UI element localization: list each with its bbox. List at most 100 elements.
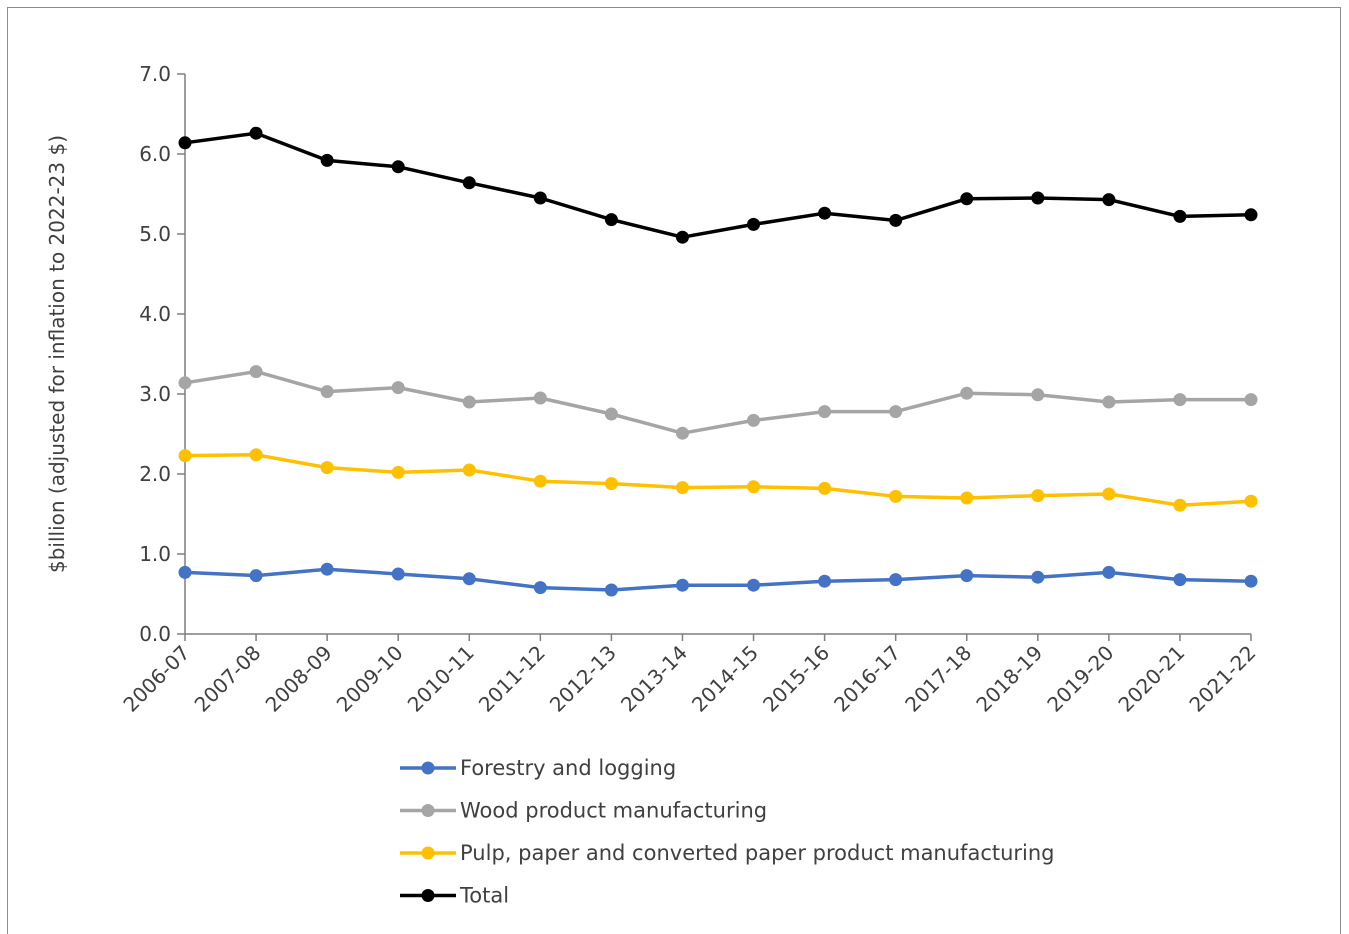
x-tick-label: 2012-13 <box>545 641 621 717</box>
legend-item: Forestry and logging <box>400 756 676 780</box>
y-tick-label: 6.0 <box>139 142 171 166</box>
data-point <box>249 448 263 462</box>
data-point <box>604 407 618 421</box>
data-point <box>818 481 832 495</box>
data-point <box>391 160 405 174</box>
data-point <box>533 191 547 205</box>
data-point <box>249 365 263 379</box>
data-point <box>604 583 618 597</box>
data-point <box>320 385 334 399</box>
legend: Forestry and logging Wood product manufac… <box>400 756 1055 908</box>
data-point <box>178 376 192 390</box>
data-point <box>960 386 974 400</box>
data-point <box>675 426 689 440</box>
data-point <box>391 465 405 479</box>
series-line <box>184 131 1252 239</box>
data-point <box>1102 565 1116 579</box>
legend-marker <box>421 889 435 902</box>
data-point <box>249 126 263 140</box>
data-point <box>889 405 903 419</box>
data-point <box>1244 208 1258 222</box>
legend-item: Wood product manufacturing <box>400 799 767 823</box>
x-tick-label: 2021-22 <box>1184 641 1260 717</box>
data-point <box>818 206 832 220</box>
x-tick-label: 2009-10 <box>332 641 408 717</box>
data-point <box>1244 494 1258 508</box>
data-point <box>1031 570 1045 584</box>
data-point <box>1173 393 1187 407</box>
y-tick-label: 0.0 <box>139 622 171 646</box>
data-point <box>178 136 192 150</box>
data-point <box>462 572 476 586</box>
legend-item: Total <box>400 884 509 908</box>
data-point <box>604 477 618 491</box>
data-point <box>889 213 903 227</box>
data-point <box>1244 393 1258 407</box>
data-point <box>320 153 334 167</box>
y-tick-label: 2.0 <box>139 462 171 486</box>
series-line <box>184 453 1252 507</box>
data-point <box>533 581 547 595</box>
data-point <box>960 192 974 206</box>
x-tick-label: 2006-07 <box>118 641 194 717</box>
chart-frame <box>7 7 1341 934</box>
data-point <box>675 230 689 244</box>
data-point <box>960 491 974 505</box>
data-point <box>889 489 903 503</box>
data-point <box>747 217 761 231</box>
x-tick-label: 2011-12 <box>474 641 550 717</box>
series-line <box>184 567 1252 592</box>
data-point <box>675 578 689 592</box>
data-point <box>178 565 192 579</box>
data-point <box>320 562 334 576</box>
data-point <box>1102 193 1116 207</box>
x-tick-label: 2020-21 <box>1113 641 1189 717</box>
y-axis: 0.0 1.0 2.0 3.0 4.0 5.0 6.0 7.0 <box>139 62 186 646</box>
data-point <box>747 578 761 592</box>
y-tick-label: 4.0 <box>139 302 171 326</box>
data-point <box>1244 574 1258 588</box>
data-point <box>249 569 263 583</box>
data-point <box>1173 209 1187 223</box>
x-tick-label: 2014-15 <box>687 641 763 717</box>
data-point <box>178 449 192 463</box>
legend-label: Pulp, paper and converted paper product … <box>460 841 1055 865</box>
data-point <box>1173 573 1187 587</box>
series-1 <box>178 365 1258 440</box>
data-point <box>391 381 405 395</box>
x-tick-label: 2019-20 <box>1042 641 1118 717</box>
data-point <box>533 391 547 405</box>
x-axis: 2006-072007-082008-092009-102010-112011-… <box>118 633 1261 717</box>
data-point <box>675 481 689 495</box>
x-tick-label: 2015-16 <box>758 641 834 717</box>
legend-marker <box>421 846 435 860</box>
y-tick-label: 1.0 <box>139 542 171 566</box>
data-point <box>604 213 618 227</box>
series-layer <box>178 126 1258 597</box>
legend-label: Total <box>459 884 509 908</box>
y-tick-label: 3.0 <box>139 382 171 406</box>
legend-label: Forestry and logging <box>460 756 676 780</box>
y-tick-label: 7.0 <box>139 62 171 86</box>
series-line <box>184 369 1251 435</box>
x-tick-label: 2018-19 <box>971 641 1047 717</box>
data-point <box>960 569 974 583</box>
x-tick-label: 2016-17 <box>829 641 905 717</box>
x-tick-label: 2008-09 <box>261 641 337 717</box>
x-tick-label: 2017-18 <box>900 641 976 717</box>
data-point <box>1102 487 1116 501</box>
series-3 <box>178 126 1258 244</box>
legend-marker <box>421 804 435 817</box>
data-point <box>391 567 405 581</box>
data-point <box>747 413 761 427</box>
data-point <box>462 395 476 409</box>
x-tick-label: 2013-14 <box>616 641 692 717</box>
data-point <box>1173 498 1187 512</box>
series-0 <box>178 562 1258 597</box>
legend-marker <box>421 761 435 775</box>
legend-label: Wood product manufacturing <box>460 799 767 823</box>
legend-item: Pulp, paper and converted paper product … <box>400 841 1055 865</box>
data-point <box>889 573 903 587</box>
data-point <box>1031 489 1045 503</box>
